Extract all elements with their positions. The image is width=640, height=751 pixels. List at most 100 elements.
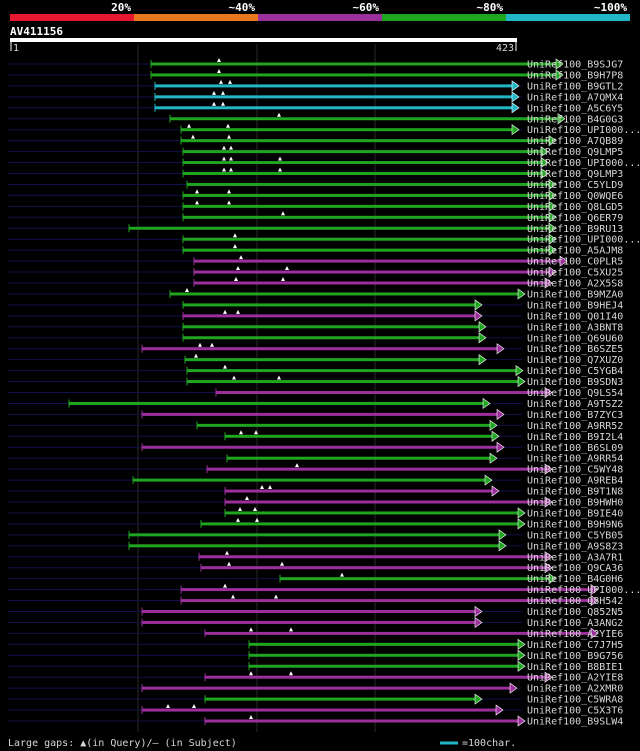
query-gap-marker — [249, 715, 253, 719]
hit-row: UniRef100_A5C6Y5 — [8, 101, 623, 114]
hit-label: UniRef100_B6SL09 — [527, 443, 623, 454]
hit-row: UniRef100_UPI000... — [8, 123, 640, 136]
hit-label: UniRef100_C5YGB4 — [527, 366, 623, 377]
hit-row: UniRef100_C5XU25 — [8, 266, 623, 279]
legend-swatch — [382, 14, 506, 21]
query-gap-marker — [249, 627, 253, 632]
query-gap-marker — [194, 353, 198, 358]
hit-end-arrow — [548, 178, 557, 191]
hit-end-arrow — [511, 91, 520, 103]
query-gap-marker — [280, 561, 284, 566]
query-gap-marker — [340, 572, 344, 577]
query-gap-marker — [227, 189, 231, 194]
footer: Large gaps: ▲(in Query)/— (in Subject) =… — [8, 738, 516, 749]
hit-bar — [185, 358, 480, 362]
hit-end-arrow — [484, 474, 493, 486]
hit-end-arrow — [544, 386, 553, 399]
query-gap-marker — [274, 594, 278, 599]
query-gap-marker — [222, 167, 226, 172]
hit-row: UniRef100_B9H9N6 — [8, 517, 623, 530]
hit-end-arrow — [495, 704, 504, 716]
hit-end-arrow — [540, 156, 549, 169]
hit-end-arrow — [548, 189, 557, 201]
hit-row: UniRef100_A3BNT8 — [8, 321, 623, 333]
legend-label: ~80% — [477, 1, 504, 14]
hit-label: UniRef100_Q8H542 — [527, 596, 623, 607]
hit-label: UniRef100_A2X5S8 — [527, 279, 623, 290]
query-gap-marker — [226, 123, 230, 128]
hit-bar — [183, 215, 550, 219]
hit-end-arrow — [511, 80, 520, 92]
hit-row: UniRef100_B9I2L4 — [8, 430, 623, 443]
hit-end-arrow — [517, 660, 526, 672]
hit-rows: UniRef100_B9SJG7UniRef100_B9H7P8UniRef10… — [8, 58, 640, 728]
hit-bar — [183, 336, 480, 340]
hit-row: UniRef100_C5YLD9 — [8, 178, 623, 191]
hit-bar — [201, 522, 519, 526]
query-gap-marker — [228, 79, 232, 84]
hit-label: UniRef100_Q852N5 — [527, 607, 623, 618]
hit-row: UniRef100_C5X3T6 — [8, 704, 623, 717]
hit-bar — [225, 489, 493, 493]
hit-label: UniRef100_B9SJG7 — [527, 60, 623, 71]
query-gap-marker — [253, 506, 257, 511]
hit-label: UniRef100_B9MZA0 — [527, 289, 623, 300]
hit-label: UniRef100_Q9LMP3 — [527, 169, 623, 180]
hit-end-arrow — [511, 124, 520, 136]
hit-bar — [129, 226, 550, 230]
hit-end-arrow — [544, 496, 553, 508]
hit-end-arrow — [548, 222, 557, 234]
hit-end-arrow — [517, 375, 526, 388]
scale-label: =100char. — [462, 738, 516, 749]
hit-label: UniRef100_A5AJM8 — [527, 246, 623, 257]
hit-bar — [155, 84, 513, 88]
hit-bar — [201, 566, 546, 570]
hit-row: UniRef100_Q7XUZ0 — [8, 353, 623, 366]
query-bar — [10, 38, 517, 42]
hit-label: UniRef100_C5WRA8 — [527, 695, 623, 706]
hit-row: UniRef100_Q8LGD5 — [8, 200, 623, 213]
hit-label: UniRef100_C5XU25 — [527, 268, 623, 279]
hit-end-arrow — [474, 310, 483, 322]
hit-end-arrow — [517, 638, 526, 650]
query-gap-marker — [239, 430, 243, 435]
hit-bar — [225, 434, 493, 438]
hit-row: UniRef100_Q9LMP5 — [8, 145, 623, 158]
hit-bar — [183, 172, 542, 175]
query-gap-marker — [278, 156, 282, 161]
chart-title: AV411156 — [10, 25, 63, 38]
hit-label: UniRef100_C7J7H5 — [527, 640, 623, 651]
hit-label: UniRef100_Q6ER79 — [527, 213, 623, 224]
hit-bar — [151, 62, 557, 66]
hit-bar — [194, 281, 546, 285]
hit-bar — [280, 577, 550, 581]
query-gap-marker — [236, 309, 240, 314]
hit-end-arrow — [555, 58, 564, 70]
hit-row: UniRef100_B9IE40 — [8, 506, 623, 519]
hit-label: UniRef100_A9REB4 — [527, 476, 623, 487]
hit-label: UniRef100_B9SLW4 — [527, 717, 623, 728]
hit-bar — [205, 675, 546, 679]
query-gap-marker — [221, 90, 225, 95]
query-gap-marker — [285, 266, 289, 271]
query-gap-marker — [229, 167, 233, 172]
query-gap-marker — [233, 233, 237, 238]
query-gap-marker — [198, 342, 202, 347]
hit-bar — [187, 380, 519, 384]
hit-label: UniRef100_A5C6Y5 — [527, 103, 623, 114]
query-gap-marker — [277, 112, 281, 117]
legend-label: ~60% — [353, 1, 380, 14]
hit-end-arrow — [555, 69, 564, 81]
hit-end-arrow — [544, 463, 553, 475]
hit-bar — [129, 533, 500, 537]
hit-bar — [170, 117, 559, 121]
query-gap-marker — [217, 58, 221, 62]
hit-row: UniRef100_B9MZA0 — [8, 287, 623, 300]
hit-bar — [142, 610, 476, 613]
query-gap-marker — [234, 277, 238, 281]
gridlines — [137, 44, 376, 732]
hit-row: UniRef100_A2X5S8 — [8, 277, 623, 290]
hit-row: UniRef100_A9TSZ2 — [8, 397, 623, 410]
hit-bar — [249, 664, 519, 668]
query-gap-marker — [185, 287, 189, 292]
